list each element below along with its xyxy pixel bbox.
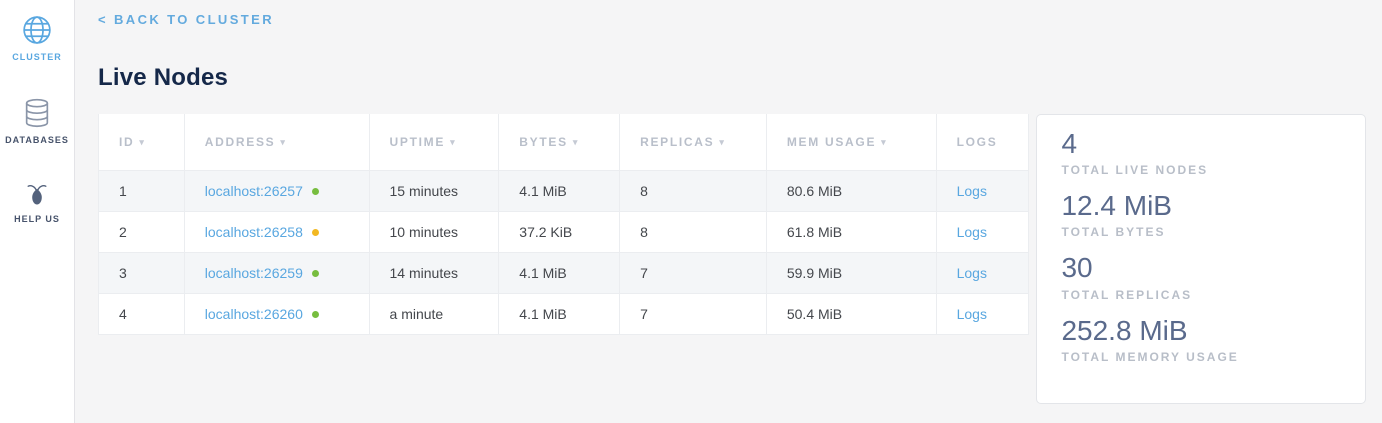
- sort-arrow-icon: ▾: [719, 136, 726, 147]
- cluster-summary-panel: 4 TOTAL LIVE NODES 12.4 MiB TOTAL BYTES …: [1036, 114, 1366, 404]
- node-bytes-cell: 4.1 MiB: [498, 292, 621, 335]
- stat-total-bytes: 12.4 MiB TOTAL BYTES: [1061, 190, 1341, 239]
- sidebar-item-help-us[interactable]: HELP US: [14, 181, 60, 224]
- cockroach-icon: [24, 181, 50, 207]
- status-dot: [311, 269, 319, 277]
- databases-icon: [23, 98, 51, 128]
- column-header-bytes[interactable]: BYTES ▾: [498, 114, 621, 171]
- node-logs-cell: Logs: [935, 251, 1030, 294]
- column-header-mem-usage[interactable]: MEM USAGE ▾: [765, 114, 937, 171]
- stat-value: 252.8 MiB: [1061, 314, 1188, 346]
- column-header-address[interactable]: ADDRESS ▾: [183, 114, 370, 171]
- globe-icon: [22, 15, 52, 45]
- node-bytes-cell: 4.1 MiB: [498, 169, 621, 212]
- logs-link[interactable]: Logs: [956, 182, 987, 199]
- stat-label: TOTAL MEMORY USAGE: [1061, 349, 1239, 364]
- node-mem-usage-cell: 80.6 MiB: [765, 169, 937, 212]
- status-dot: [311, 228, 319, 236]
- node-mem-usage-cell: 50.4 MiB: [765, 292, 937, 335]
- node-id-cell: 3: [98, 251, 185, 294]
- node-replicas-cell: 8: [619, 210, 767, 253]
- node-mem-usage-cell: 59.9 MiB: [765, 251, 937, 294]
- status-dot: [311, 187, 319, 195]
- table-row: 2 localhost:26258 10 minutes 37.2 KiB 8 …: [98, 210, 1030, 253]
- node-id-cell: 2: [98, 210, 185, 253]
- sidebar-item-label: HELP US: [14, 214, 60, 224]
- page-title: Live Nodes: [98, 64, 229, 91]
- table-row: 4 localhost:26260 a minute 4.1 MiB 7 50.…: [98, 292, 1030, 335]
- node-address-cell: localhost:26257: [183, 169, 370, 212]
- live-nodes-table: ID ▾ ADDRESS ▾ UPTIME ▾ BYTES ▾ REPLICAS ▾ ME…: [98, 114, 1030, 335]
- address-link[interactable]: localhost:26258: [204, 223, 303, 240]
- node-address-cell: localhost:26260: [183, 292, 370, 335]
- stat-value: 4: [1061, 128, 1078, 159]
- column-header-id[interactable]: ID ▾: [98, 114, 185, 171]
- address-link[interactable]: localhost:26260: [204, 305, 303, 322]
- logs-link[interactable]: Logs: [956, 223, 987, 240]
- stat-total-live-nodes: 4 TOTAL LIVE NODES: [1061, 128, 1341, 177]
- back-to-cluster-link[interactable]: < BACK TO CLUSTER: [98, 12, 274, 27]
- main-content: < BACK TO CLUSTER Live Nodes ID ▾ ADDRESS…: [75, 0, 1382, 423]
- node-id-cell: 4: [98, 292, 185, 335]
- stat-value: 12.4 MiB: [1061, 190, 1172, 222]
- node-address-cell: localhost:26258: [183, 210, 370, 253]
- node-replicas-cell: 7: [619, 251, 767, 294]
- column-header-replicas[interactable]: REPLICAS ▾: [619, 114, 767, 171]
- node-logs-cell: Logs: [935, 169, 1030, 212]
- node-uptime-cell: 10 minutes: [368, 210, 500, 253]
- stat-label: TOTAL REPLICAS: [1061, 287, 1193, 302]
- stat-value: 30: [1061, 252, 1093, 284]
- sort-arrow-icon: ▾: [280, 136, 287, 147]
- status-dot: [311, 310, 319, 318]
- stat-total-memory-usage: 252.8 MiB TOTAL MEMORY USAGE: [1061, 315, 1341, 364]
- node-mem-usage-cell: 61.8 MiB: [765, 210, 937, 253]
- logs-link[interactable]: Logs: [956, 305, 987, 322]
- column-header-logs: LOGS: [935, 114, 1030, 171]
- node-uptime-cell: a minute: [368, 292, 500, 335]
- node-replicas-cell: 7: [619, 292, 767, 335]
- stat-label: TOTAL BYTES: [1061, 225, 1166, 240]
- sort-arrow-icon: ▾: [450, 136, 457, 147]
- logs-link[interactable]: Logs: [956, 264, 987, 281]
- address-link[interactable]: localhost:26257: [204, 182, 303, 199]
- table-row: 1 localhost:26257 15 minutes 4.1 MiB 8 8…: [98, 169, 1030, 212]
- node-bytes-cell: 37.2 KiB: [498, 210, 621, 253]
- node-logs-cell: Logs: [935, 292, 1030, 335]
- sidebar-item-cluster[interactable]: CLUSTER: [12, 15, 62, 62]
- sidebar-item-label: CLUSTER: [12, 52, 62, 62]
- node-logs-cell: Logs: [935, 210, 1030, 253]
- sort-arrow-icon: ▾: [139, 136, 146, 147]
- sidebar: CLUSTER DATABASES HELP US: [0, 0, 75, 423]
- column-header-uptime[interactable]: UPTIME ▾: [368, 114, 500, 171]
- node-id-cell: 1: [98, 169, 185, 212]
- sort-arrow-icon: ▾: [881, 136, 888, 147]
- table-row: 3 localhost:26259 14 minutes 4.1 MiB 7 5…: [98, 251, 1030, 294]
- table-header-row: ID ▾ ADDRESS ▾ UPTIME ▾ BYTES ▾ REPLICAS ▾ ME…: [98, 114, 1030, 171]
- node-address-cell: localhost:26259: [183, 251, 370, 294]
- node-replicas-cell: 8: [619, 169, 767, 212]
- sort-arrow-icon: ▾: [572, 136, 580, 147]
- sidebar-item-label: DATABASES: [5, 135, 69, 145]
- node-bytes-cell: 4.1 MiB: [498, 251, 621, 294]
- stat-total-replicas: 30 TOTAL REPLICAS: [1061, 252, 1341, 301]
- stat-label: TOTAL LIVE NODES: [1061, 163, 1209, 178]
- node-uptime-cell: 15 minutes: [368, 169, 500, 212]
- sidebar-item-databases[interactable]: DATABASES: [5, 98, 69, 145]
- node-uptime-cell: 14 minutes: [368, 251, 500, 294]
- address-link[interactable]: localhost:26259: [204, 264, 303, 281]
